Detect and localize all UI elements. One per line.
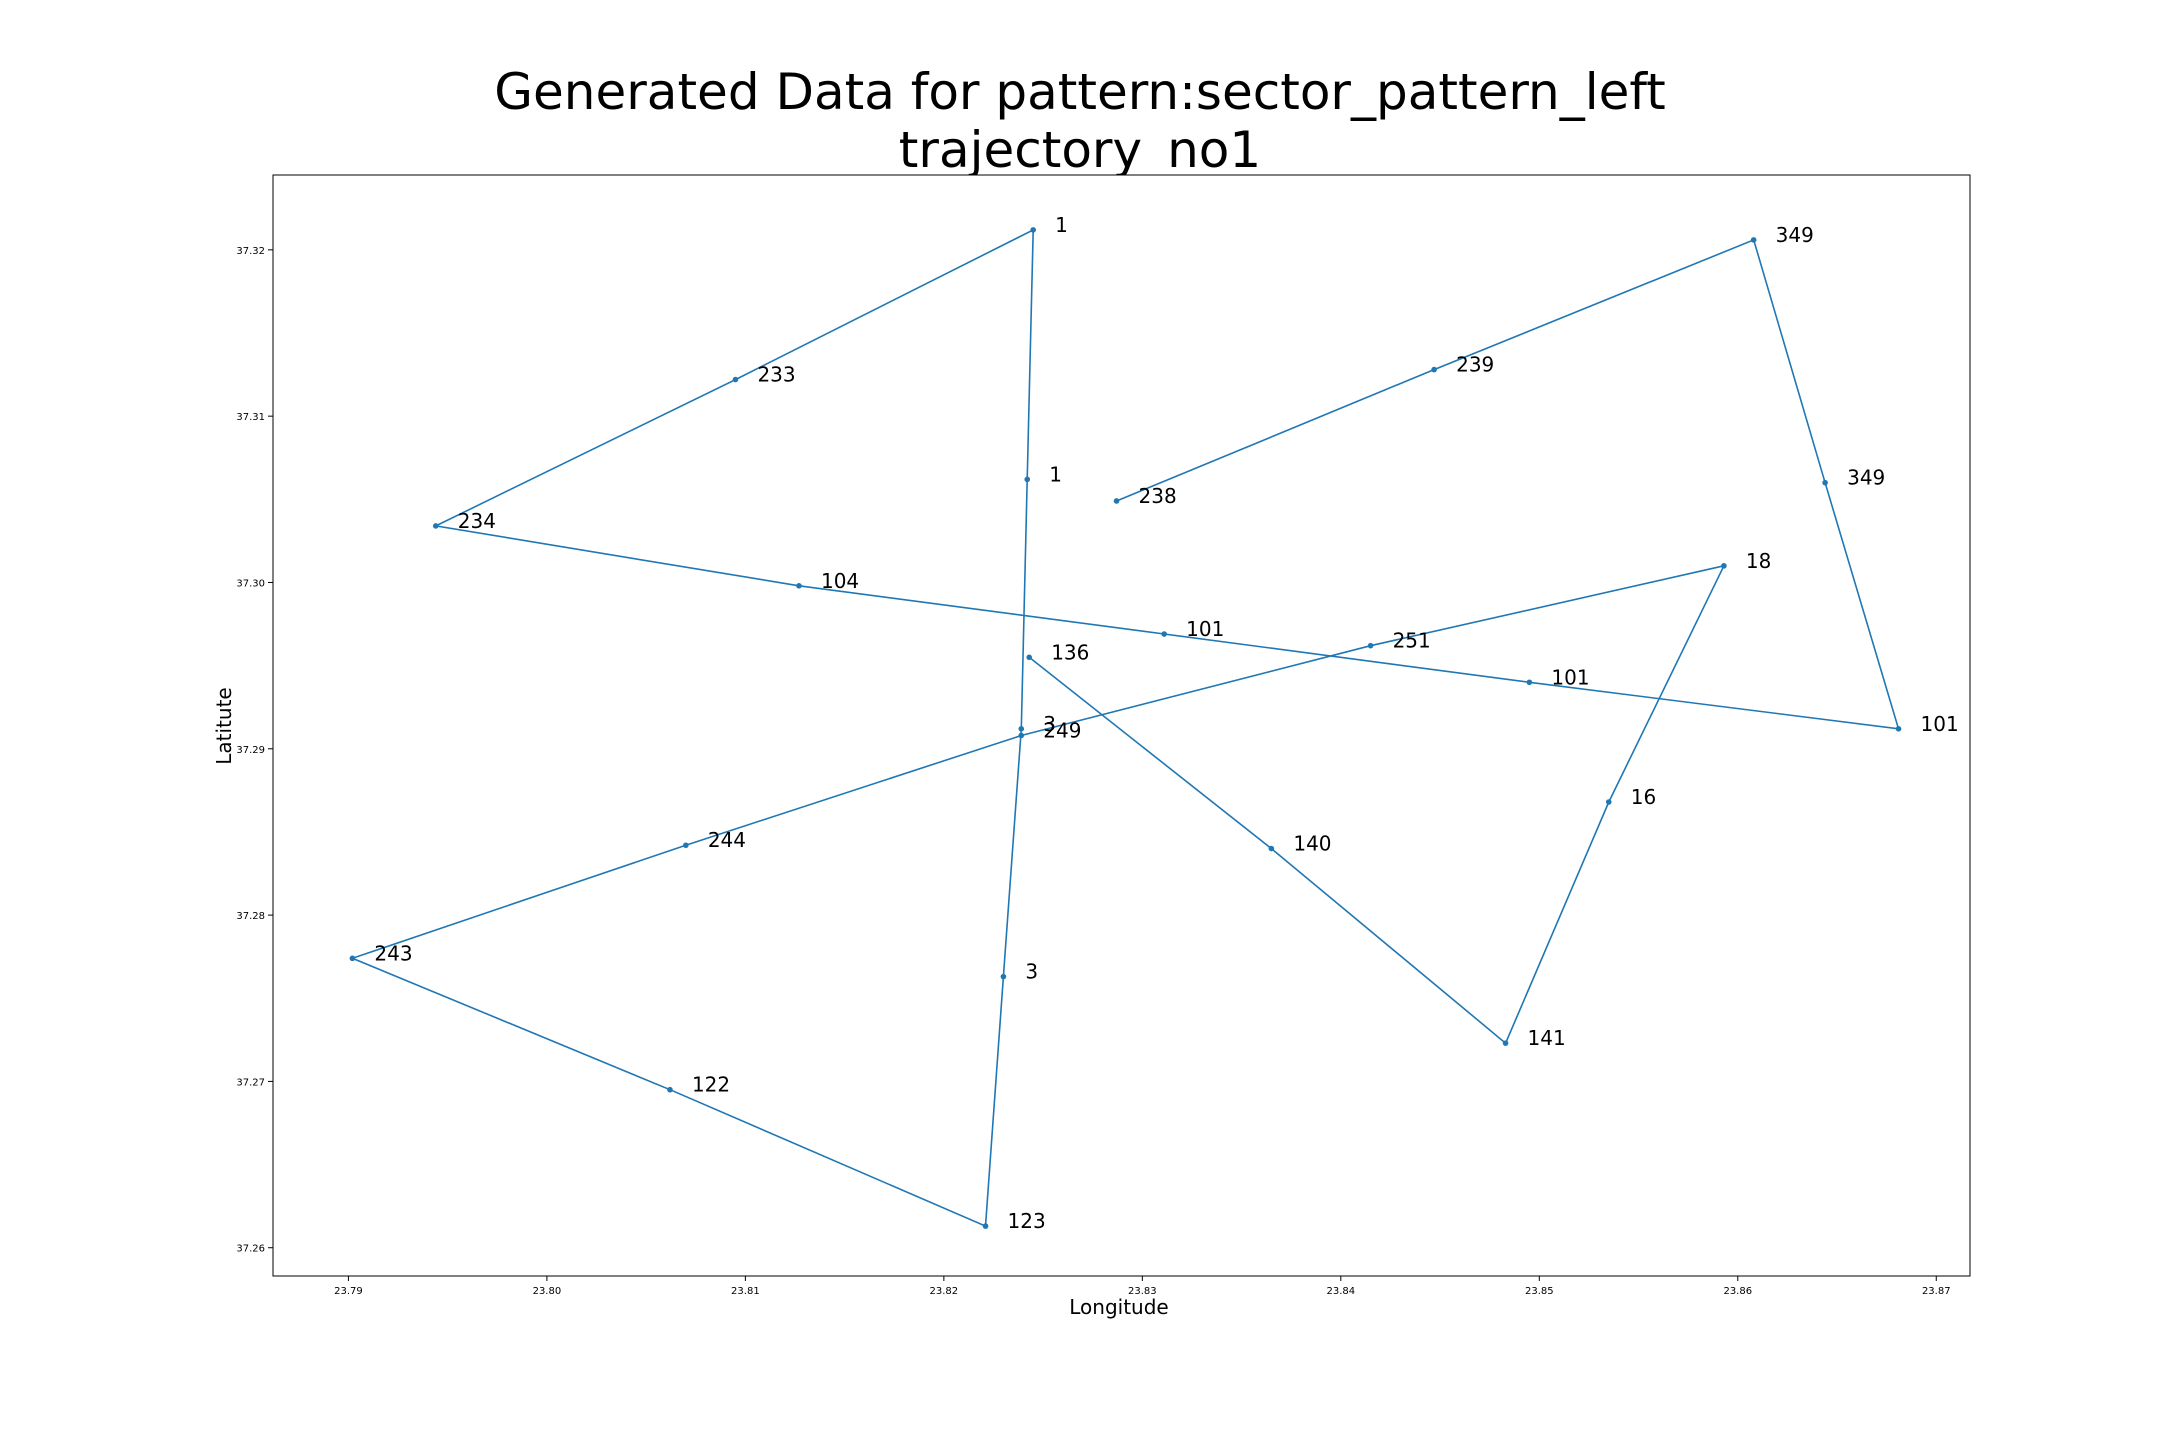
trajectory-point (1431, 366, 1437, 373)
trajectory-point (667, 1086, 673, 1093)
trajectory-point (683, 842, 689, 849)
trajectory-point (1030, 227, 1036, 233)
y-axis: 37.26 37.27 37.28 37.29 37.30 37.31 37.32 (236, 246, 273, 1255)
y-tick-label: 37.26 (236, 1244, 265, 1255)
x-tick-label: 23.81 (731, 1286, 760, 1297)
trajectory-point (982, 1223, 989, 1229)
point-label: 3 (1043, 712, 1056, 736)
trajectory-point (349, 955, 356, 962)
y-tick-label: 37.28 (236, 911, 265, 922)
point-label: 234 (458, 509, 496, 533)
y-tick-label: 37.31 (236, 412, 265, 423)
point-label: 349 (1776, 223, 1814, 247)
trajectory-point (1721, 563, 1727, 569)
point-label: 104 (821, 569, 859, 593)
point-label: 141 (1528, 1026, 1566, 1050)
x-tick-label: 23.79 (334, 1286, 363, 1297)
trajectory-point (1026, 654, 1033, 661)
trajectory-point (1161, 631, 1167, 637)
point-label: 349 (1847, 466, 1885, 490)
trajectory-point (1367, 642, 1374, 649)
x-tick-label: 23.87 (1922, 1286, 1951, 1297)
x-axis-label: Longitude (1069, 1295, 1168, 1319)
x-tick-label: 23.85 (1525, 1286, 1554, 1297)
chart-title-line-2: trajectory_no1 (898, 121, 1262, 179)
point-label: 16 (1631, 785, 1656, 809)
point-label: 122 (692, 1073, 730, 1097)
point-label: 1 (1049, 462, 1062, 486)
point-label: 101 (1921, 712, 1959, 736)
point-labels: 238 239 349 349 101 101 101 104 234 233 1 1 3 3 123 122… (374, 213, 1958, 1233)
point-label: 101 (1551, 665, 1589, 689)
x-tick-label: 23.83 (1128, 1286, 1157, 1297)
x-axis: 23.79 23.80 23.81 23.82 23.83 23.84 23.85 23.86… (334, 1276, 1951, 1297)
point-label: 3 (1025, 960, 1038, 984)
y-tick-label: 37.29 (236, 745, 265, 756)
point-label: 251 (1393, 629, 1431, 653)
point-label: 123 (1008, 1209, 1046, 1233)
trajectory-point (1268, 845, 1275, 852)
y-tick-label: 37.32 (236, 246, 265, 257)
plot-frame (272, 174, 1971, 1277)
point-label: 136 (1051, 640, 1089, 664)
trajectory-point (1024, 476, 1031, 483)
y-tick-label: 37.27 (236, 1077, 265, 1088)
trajectory-point (1018, 726, 1025, 732)
x-tick-label: 23.84 (1326, 1286, 1355, 1297)
y-axis-label: Latitute (212, 687, 236, 764)
point-label: 239 (1456, 353, 1494, 377)
x-tick-label: 23.82 (930, 1286, 959, 1297)
trajectory-point (1605, 799, 1612, 805)
point-label: 140 (1293, 832, 1331, 856)
trajectory-point (1113, 498, 1120, 504)
chart-title-line-1: Generated Data for pattern:sector_patter… (494, 63, 1666, 121)
point-label: 101 (1186, 617, 1224, 641)
point-label: 18 (1746, 549, 1771, 573)
trajectory-point (432, 523, 439, 529)
trajectory-point (1018, 732, 1025, 739)
trajectory-point (1750, 237, 1757, 243)
point-label: 233 (757, 363, 795, 387)
x-tick-label: 23.80 (533, 1286, 562, 1297)
y-tick-label: 37.30 (236, 578, 265, 589)
trajectory-point (1526, 679, 1533, 686)
trajectory-point (1000, 973, 1007, 980)
trajectory-point (796, 582, 802, 589)
trajectory-point (1895, 726, 1902, 732)
point-label: 238 (1139, 484, 1177, 508)
trajectory-point (1822, 479, 1828, 486)
trajectory-point (1502, 1040, 1509, 1046)
point-label: 244 (708, 828, 746, 852)
x-tick-label: 23.86 (1723, 1286, 1752, 1297)
point-label: 243 (374, 941, 412, 965)
series-group (349, 227, 1902, 1229)
point-label: 249 (1043, 718, 1081, 742)
trajectory-point (732, 376, 739, 383)
point-label: 1 (1055, 213, 1068, 237)
